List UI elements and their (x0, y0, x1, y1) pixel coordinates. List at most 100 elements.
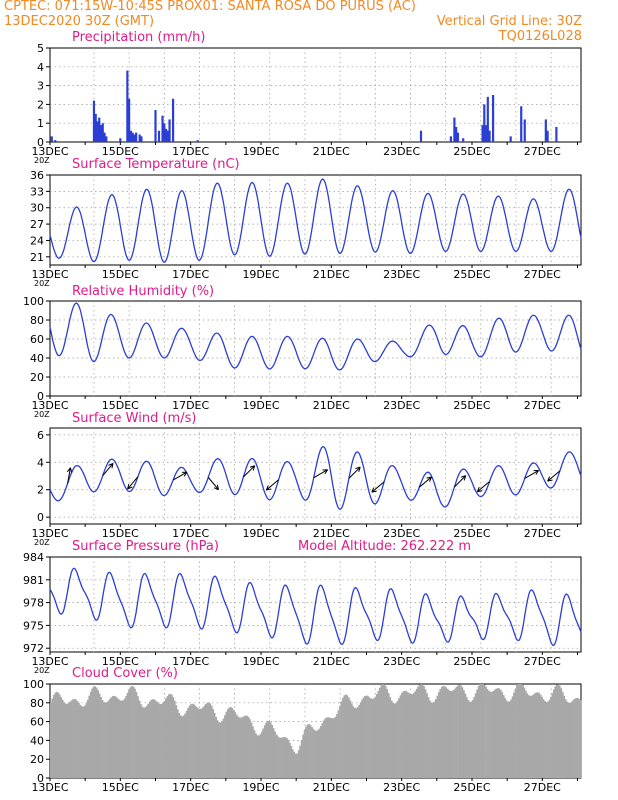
cloud-column (467, 700, 470, 778)
cloud-column (508, 701, 511, 778)
cloud-column (346, 695, 349, 778)
cloud-column (312, 728, 315, 778)
cloud-column (216, 720, 219, 778)
cloud-column (561, 691, 564, 778)
cloud-column (176, 709, 179, 778)
cloud-column (384, 686, 387, 778)
cloud-column (98, 693, 101, 778)
cloud-column (241, 717, 244, 778)
x-tick-label: 21DEC (313, 145, 350, 158)
precip-bar (105, 136, 108, 142)
cloud-column (434, 699, 437, 778)
cloud-column (291, 749, 294, 778)
cloud-column (570, 701, 573, 778)
x-tick-label: 13DEC (31, 781, 68, 794)
cloud-column (539, 694, 542, 778)
cloud-column (458, 684, 461, 778)
cloud-column (75, 699, 77, 778)
cloud-column (427, 697, 430, 778)
cloud-column (470, 701, 473, 778)
precip-bar (484, 125, 488, 142)
y-tick-label: 5 (37, 42, 44, 55)
cloud-column (411, 694, 414, 778)
precip-bar (520, 106, 523, 142)
cloud-column (139, 704, 142, 778)
cloud-column (315, 730, 318, 778)
x-tick-label: 23DEC (383, 145, 420, 158)
cloud-column (297, 750, 300, 778)
plot-frame (49, 556, 582, 653)
precip-bar (54, 140, 57, 142)
cloud-column (296, 753, 299, 778)
cloud-column (558, 685, 561, 778)
cloud-column (284, 737, 287, 778)
wind-vector-head (127, 483, 133, 490)
cloud-column (569, 702, 571, 778)
y-tick-label: 36 (30, 169, 44, 182)
cloud-column (160, 704, 163, 778)
cloud-column (362, 697, 365, 778)
cloud-column (222, 718, 225, 778)
cloud-column (572, 700, 574, 778)
cloud-column (100, 697, 102, 778)
cloud-column (235, 714, 238, 778)
cloud-column (330, 718, 333, 778)
x-tick-sublabel: 20Z (34, 538, 50, 547)
cloud-column (380, 685, 383, 778)
cloud-column (409, 694, 412, 778)
y-tick-label: 978 (23, 597, 44, 610)
cloud-column (491, 691, 493, 778)
cloud-column (221, 721, 223, 778)
cloud-column (204, 703, 207, 778)
precip-bar (486, 96, 489, 142)
cloud-column (169, 693, 172, 778)
cloud-column (358, 704, 361, 778)
wind-vector-head (533, 469, 540, 475)
x-tick-label: 23DEC (383, 781, 420, 794)
precip-bar (483, 104, 486, 142)
x-tick-label: 25DEC (453, 145, 490, 158)
cloud-column (452, 690, 455, 778)
cloud-column (454, 688, 456, 778)
wind-vector (348, 466, 361, 479)
cloud-column (64, 703, 67, 778)
cloud-column (126, 692, 129, 778)
y-tick-label: 0 (37, 772, 44, 785)
cloud-column (522, 684, 524, 778)
cloud-column (78, 702, 80, 778)
cloud-column (141, 706, 144, 778)
cloud-column (578, 698, 580, 778)
precip-bar (455, 126, 458, 142)
panel-title: Cloud Cover (%) (72, 666, 178, 681)
cloud-column (367, 696, 369, 778)
cloud-column (460, 685, 462, 778)
y-tick-label: 0 (37, 511, 44, 524)
cloud-column (109, 698, 111, 778)
cloud-column (378, 687, 381, 778)
cloud-column (287, 739, 290, 778)
cloud-column (145, 705, 148, 778)
cloud-column (473, 697, 476, 778)
cloud-column (308, 724, 310, 778)
cloud-column (154, 700, 157, 778)
precip-bar (161, 115, 164, 142)
cloud-column (191, 703, 194, 778)
y-tick-label: 24 (30, 234, 44, 247)
cloud-column (505, 700, 508, 778)
cloud-column (119, 700, 122, 778)
x-tick-label: 27DEC (524, 527, 561, 540)
y-tick-label: 20 (30, 753, 44, 766)
precip-bar (555, 126, 558, 142)
precip-bar (196, 140, 199, 142)
wind-vector-head (108, 462, 114, 469)
cloud-column (359, 702, 362, 778)
cloud-column (520, 684, 523, 778)
x-tick-label: 27DEC (524, 399, 561, 412)
cloud-column (477, 686, 480, 778)
cloud-column (219, 722, 222, 778)
x-tick-label: 15DEC (102, 527, 139, 540)
cloud-column (377, 690, 380, 778)
cloud-column (218, 722, 220, 778)
cloud-column (412, 693, 415, 778)
precip-bar (462, 138, 465, 142)
